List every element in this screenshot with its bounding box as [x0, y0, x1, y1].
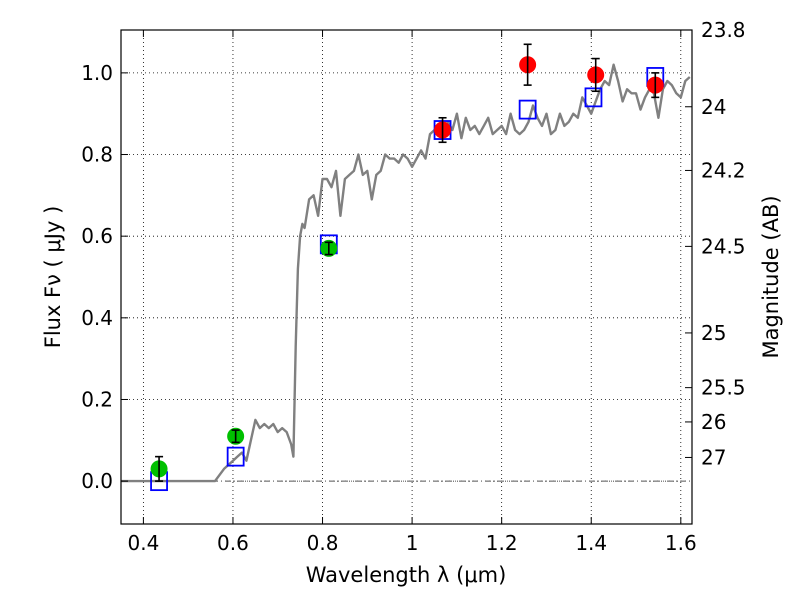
model-flux-square [518, 99, 537, 120]
axis-ticks: 0.4 0.6 0.8 1 1.2 1.4 1.6 0.0 0.2 0.4 0.6 0.8 1.0 23.… [81, 18, 745, 555]
spectrum-line [121, 63, 691, 483]
right-tick-label: 26 [701, 410, 726, 434]
right-axis-label: Magnitude (AB) [759, 195, 783, 358]
grid [121, 30, 692, 524]
plot-frame [120, 29, 693, 525]
y-tick-label: 0.4 [81, 306, 113, 330]
y-axis-label: Flux Fν ( μJy ) [41, 206, 65, 349]
x-tick-label: 0.6 [217, 531, 249, 555]
right-tick-label: 24 [701, 95, 726, 119]
x-tick-label: 0.8 [307, 531, 339, 555]
right-tick-label: 25 [701, 321, 726, 345]
x-tick-label: 1 [406, 531, 419, 555]
right-tick-label: 24.2 [701, 158, 746, 182]
y-tick-label: 1.0 [81, 61, 113, 85]
x-tick-label: 0.4 [127, 531, 159, 555]
model-flux-square [584, 87, 603, 108]
right-tick-label: 27 [701, 445, 726, 469]
x-tick-label: 1.4 [575, 531, 607, 555]
y-tick-label: 0.8 [81, 143, 113, 167]
x-tick-label: 1.2 [486, 531, 518, 555]
y-tick-label: 0.6 [81, 224, 113, 248]
x-axis-label: Wavelength λ (μm) [306, 563, 507, 587]
model-flux-square [226, 446, 245, 467]
x-tick-label: 1.6 [665, 531, 697, 555]
right-tick-label: 25.5 [701, 376, 746, 400]
right-tick-label: 23.8 [701, 18, 746, 42]
right-tick-label: 24.5 [701, 234, 746, 258]
y-tick-label: 0.0 [81, 469, 113, 493]
y-tick-label: 0.2 [81, 387, 113, 411]
